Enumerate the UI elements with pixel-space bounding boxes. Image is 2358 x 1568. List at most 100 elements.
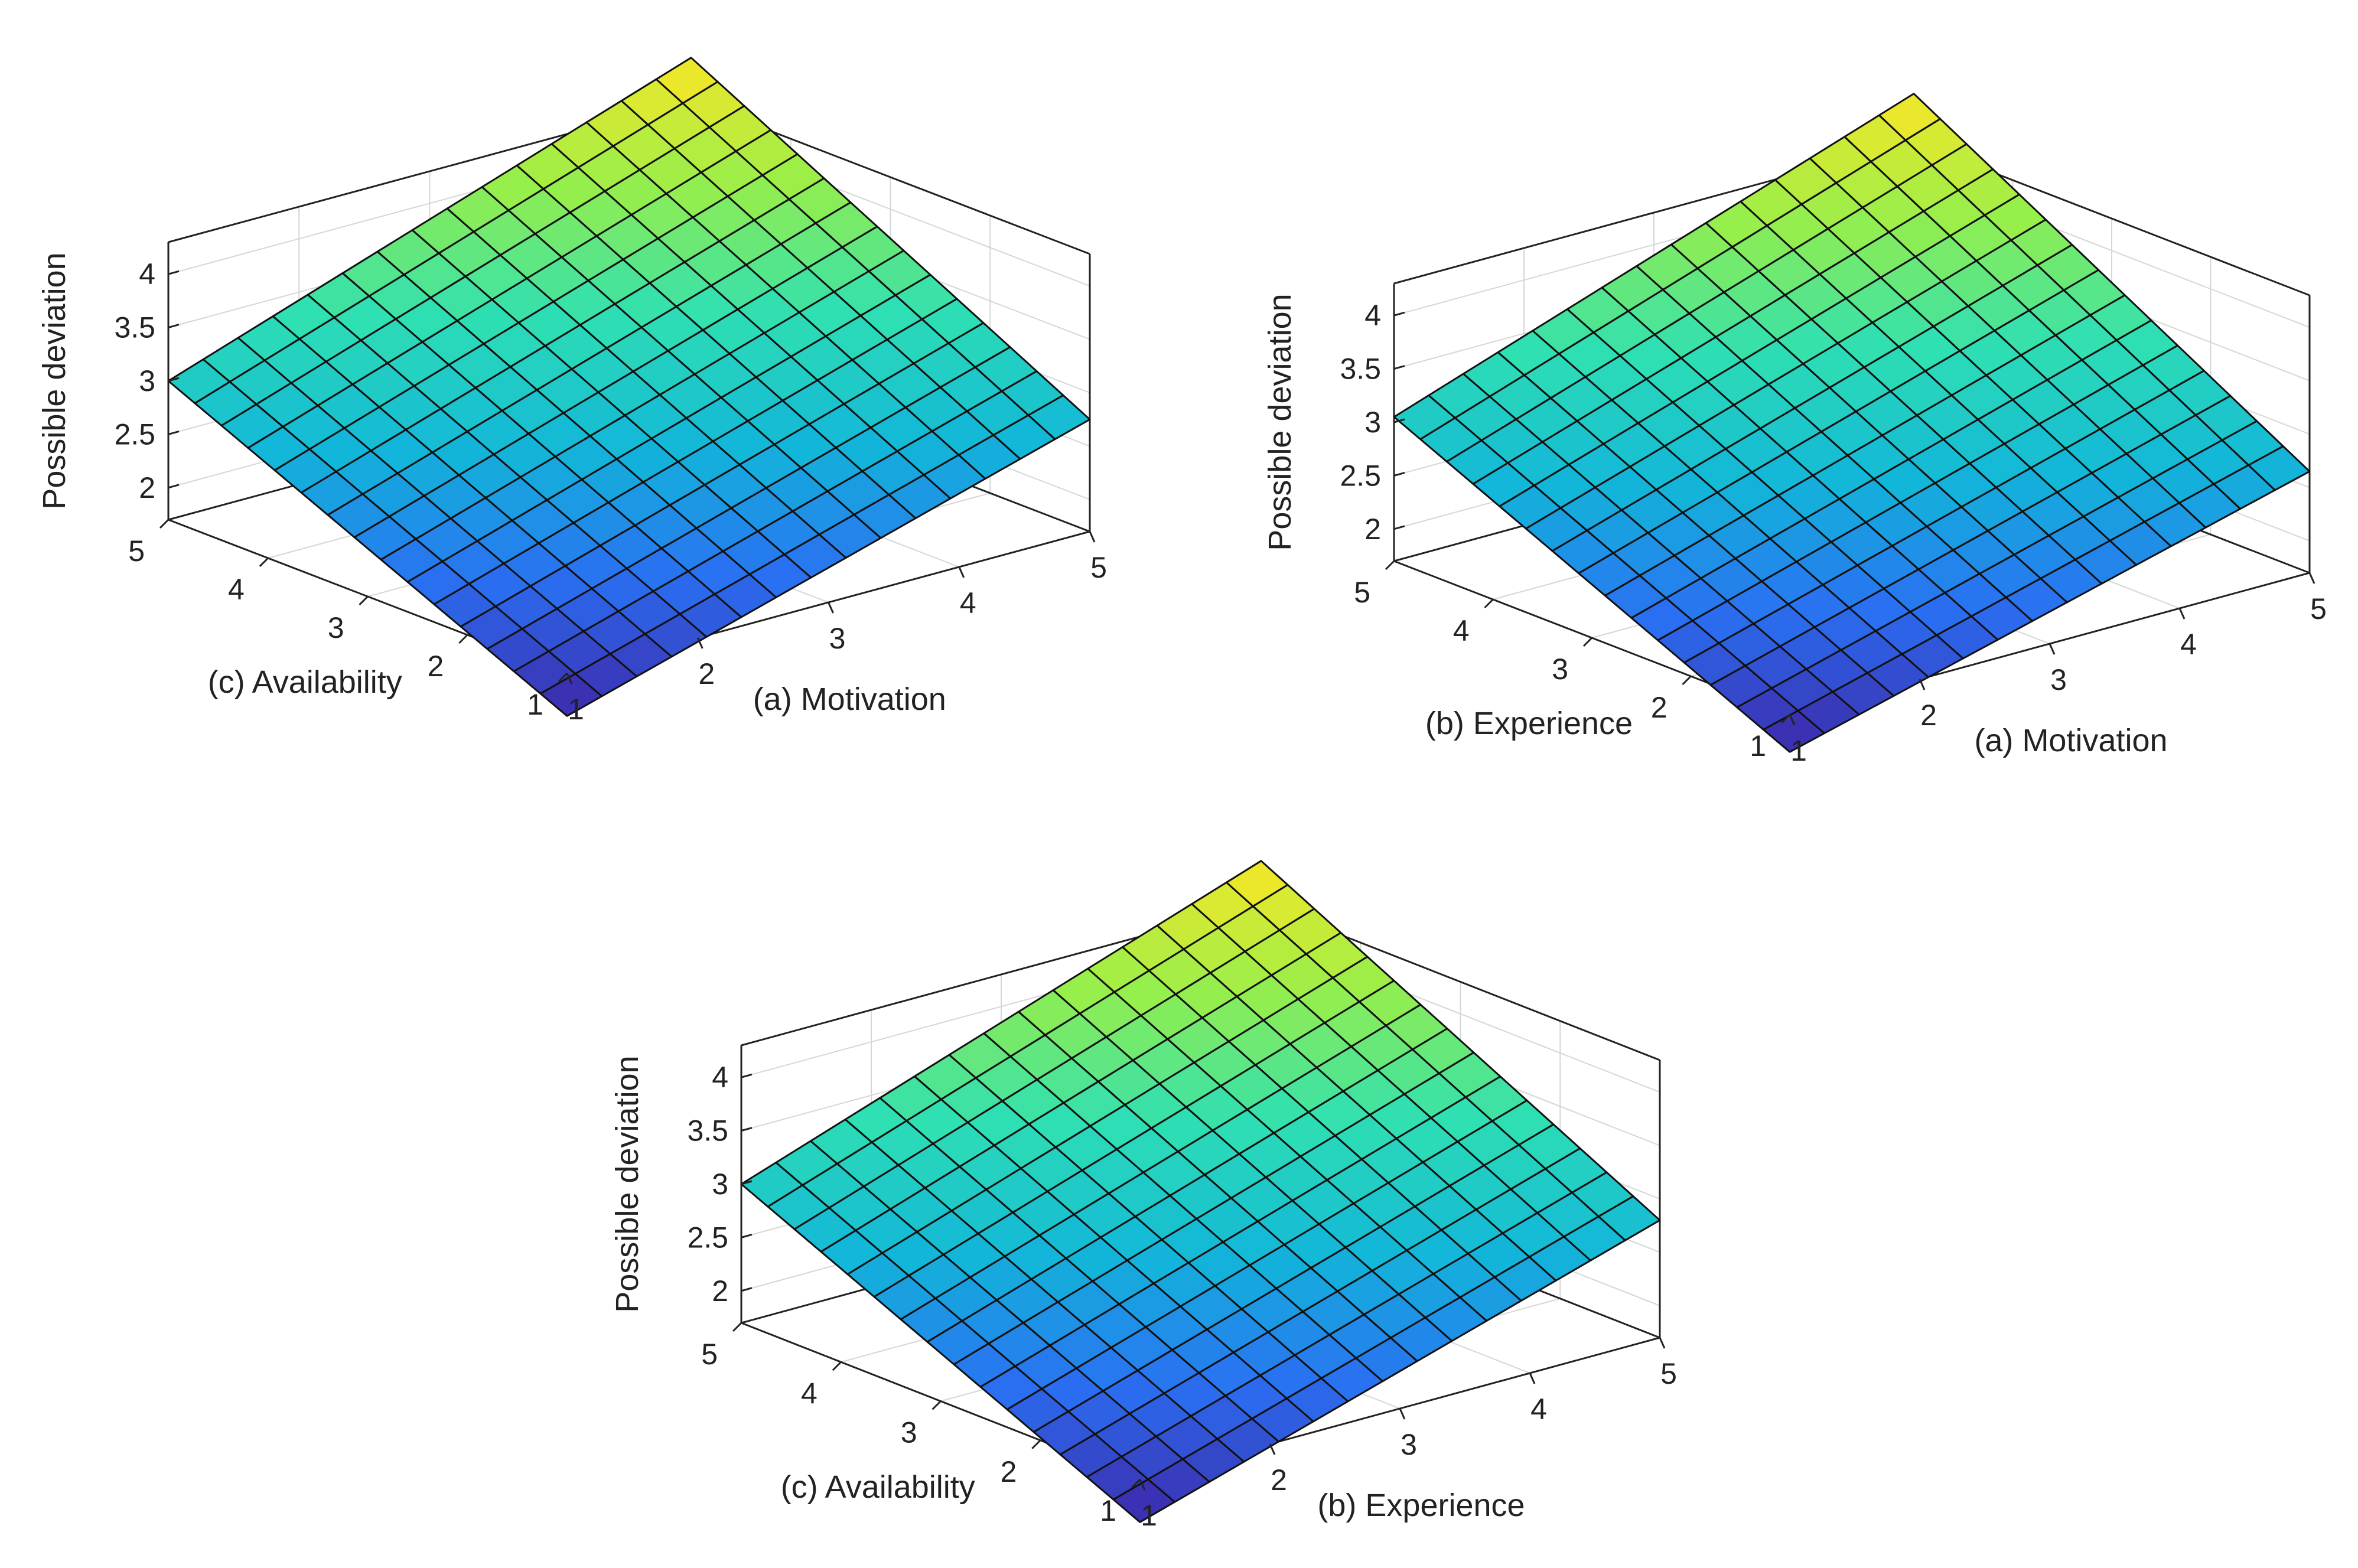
y-tick-mark [1582, 637, 1593, 647]
y-tick-mark [159, 519, 170, 529]
y-tick-mark [1385, 560, 1395, 571]
y-tick-mark [458, 634, 468, 644]
z-tick-label: 4 [1364, 299, 1381, 332]
x-tick-mark [1529, 1373, 1536, 1384]
y-tick-mark [732, 1322, 742, 1332]
y-tick-mark [1682, 675, 1692, 686]
x-tick-label: 1 [568, 693, 584, 726]
surface-plot-c-svg: 2 2.5 3 3.5 4 1 2 3 4 5 1 2 3 4 5 Possible deviation (b)… [610, 860, 1677, 1532]
z-tick-mark [741, 1073, 753, 1078]
y-tick-mark [259, 557, 269, 568]
z-tick-mark [1393, 418, 1405, 423]
y-tick-mark [1031, 1439, 1041, 1449]
surface-plot-b-svg: 2 2.5 3 3.5 4 1 2 3 4 5 1 2 3 4 5 Possible deviation (a)… [1262, 93, 2327, 767]
y-tick-mark [832, 1361, 842, 1371]
surface-plot-b: 2 2.5 3 3.5 4 1 2 3 4 5 1 2 3 4 5 Possible deviation (a)… [1211, 24, 2358, 774]
y-tick-mark [1484, 598, 1494, 609]
y-axis-label: (c) Availability [781, 1469, 975, 1505]
z-tick-mark [741, 1127, 753, 1132]
x-tick-label: 3 [1401, 1428, 1417, 1461]
z-tick-mark [741, 1287, 753, 1292]
x-tick-mark [2308, 572, 2315, 584]
x-tick-mark [1659, 1337, 1666, 1349]
x-tick-mark [1269, 1443, 1276, 1455]
x-tick-label: 1 [1141, 1499, 1157, 1532]
surface-mesh [740, 860, 1661, 1523]
y-tick-mark [1131, 1478, 1141, 1489]
z-tick-label: 3.5 [114, 311, 155, 344]
axis-labels: 2 2.5 3 3.5 4 1 2 3 4 5 1 2 3 4 5 Possible deviation (a)… [37, 252, 1107, 726]
x-axis-label: (b) Experience [1317, 1488, 1525, 1523]
z-tick-mark [741, 1180, 753, 1185]
x-tick-label: 2 [1271, 1463, 1287, 1497]
z-tick-label: 3 [712, 1168, 728, 1201]
y-tick-label: 1 [1750, 729, 1766, 762]
x-tick-mark [566, 673, 573, 684]
y-tick-label: 3 [901, 1416, 917, 1449]
x-tick-mark [1789, 714, 1796, 726]
x-tick-label: 4 [1530, 1393, 1547, 1426]
x-tick-label: 3 [829, 622, 846, 655]
x-tick-label: 4 [2180, 628, 2197, 661]
y-tick-label: 3 [328, 611, 344, 644]
z-tick-label: 4 [712, 1061, 728, 1094]
surface-cell [539, 673, 603, 717]
x-tick-mark [2048, 643, 2056, 655]
y-tick-label: 2 [1651, 691, 1667, 724]
z-tick-label: 2 [1364, 513, 1381, 546]
y-tick-label: 2 [427, 650, 444, 683]
z-tick-mark [168, 270, 180, 275]
axis-labels: 2 2.5 3 3.5 4 1 2 3 4 5 1 2 3 4 5 Possible deviation (a)… [1262, 294, 2327, 767]
surface-plot-a: 2 2.5 3 3.5 4 1 2 3 4 5 1 2 3 4 5 Possible deviation (a)… [0, 0, 1179, 750]
z-tick-mark [168, 377, 180, 382]
surface-mesh [167, 57, 1091, 717]
z-tick-label: 2 [139, 471, 155, 504]
z-tick-label: 2.5 [687, 1221, 728, 1254]
y-tick-label: 1 [527, 688, 543, 721]
z-axis-label: Possible deviation [37, 252, 72, 509]
z-tick-mark [168, 484, 180, 489]
z-tick-mark [168, 430, 180, 435]
y-tick-label: 5 [128, 534, 145, 568]
y-tick-label: 5 [701, 1338, 718, 1371]
y-tick-mark [359, 595, 369, 606]
z-tick-label: 3 [1364, 406, 1381, 439]
z-tick-mark [1393, 311, 1405, 317]
z-tick-label: 3 [139, 364, 155, 397]
z-tick-label: 2.5 [1340, 459, 1381, 492]
x-tick-mark [958, 566, 965, 578]
x-axis-label: (a) Motivation [753, 682, 946, 717]
y-tick-mark [558, 672, 568, 683]
x-tick-mark [1139, 1479, 1146, 1491]
x-axis-label: (a) Motivation [1974, 723, 2167, 758]
z-tick-label: 3.5 [1340, 353, 1381, 386]
y-tick-mark [932, 1400, 942, 1410]
y-axis-label: (c) Availability [208, 664, 402, 700]
z-axis-label: Possible deviation [610, 1055, 645, 1312]
z-axis-label: Possible deviation [1262, 294, 1298, 550]
surface-plot-a-svg: 2 2.5 3 3.5 4 1 2 3 4 5 1 2 3 4 5 Possible deviation (a)… [37, 57, 1107, 726]
y-tick-label: 3 [1552, 653, 1568, 686]
z-tick-mark [1393, 525, 1405, 530]
x-tick-mark [1399, 1408, 1406, 1420]
surface-cell [1762, 709, 1826, 753]
y-tick-label: 1 [1100, 1494, 1116, 1527]
x-tick-label: 2 [1920, 699, 1937, 732]
x-tick-mark [1919, 679, 1926, 690]
y-tick-label: 4 [228, 573, 245, 606]
z-tick-mark [168, 324, 180, 329]
y-tick-label: 4 [801, 1377, 818, 1410]
z-tick-label: 2 [712, 1274, 728, 1308]
x-tick-label: 1 [1790, 734, 1807, 767]
z-tick-mark [1393, 471, 1405, 477]
z-tick-mark [741, 1233, 753, 1238]
surface-mesh [1393, 93, 2311, 753]
surface-plot-c: 2 2.5 3 3.5 4 1 2 3 4 5 1 2 3 4 5 Possible deviation (b)… [591, 827, 1770, 1568]
z-tick-label: 3.5 [687, 1114, 728, 1148]
z-tick-label: 2.5 [114, 418, 155, 451]
y-axis-label: (b) Experience [1425, 706, 1633, 741]
y-tick-label: 2 [1000, 1455, 1017, 1488]
x-tick-label: 2 [698, 657, 715, 690]
axis-labels: 2 2.5 3 3.5 4 1 2 3 4 5 1 2 3 4 5 Possible deviation (b)… [610, 1055, 1677, 1532]
x-tick-mark [2178, 608, 2186, 620]
